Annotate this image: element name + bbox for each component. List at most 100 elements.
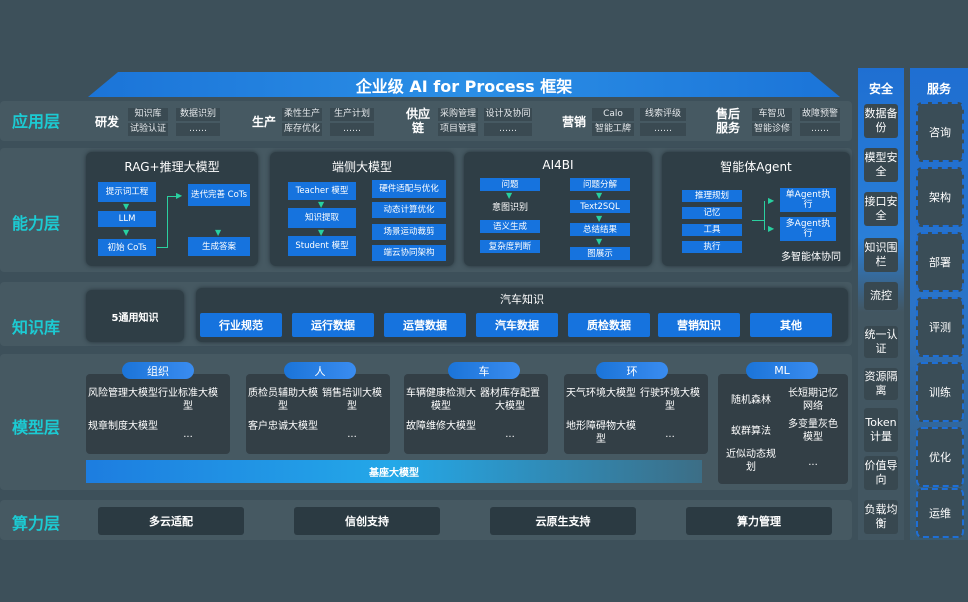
knowledge-item[interactable]: 运行数据 bbox=[292, 313, 374, 337]
arrow-down-icon: ▼ bbox=[506, 191, 513, 200]
edge-knowledge-extraction: 知识提取 bbox=[288, 208, 356, 228]
app-tag[interactable]: 采购管理 bbox=[438, 108, 478, 121]
layer-label-model: 模型层 bbox=[12, 418, 61, 437]
app-tag[interactable]: 故障预警 bbox=[800, 108, 840, 121]
knowledge-item[interactable]: 营销知识 bbox=[658, 313, 740, 337]
rag-prompt-engineering: 提示词工程 bbox=[98, 182, 156, 202]
security-item: 模型安全 bbox=[864, 148, 898, 182]
connector-line bbox=[167, 196, 179, 197]
agent-footer: 多智能体协同 bbox=[781, 252, 841, 263]
model-group-pill: 人 bbox=[284, 362, 356, 379]
edge-model-title: 端侧大模型 bbox=[331, 160, 392, 174]
arrow-down-icon: ▼ bbox=[318, 228, 325, 237]
model-group-pill: ML bbox=[746, 362, 818, 379]
security-item: 负载均衡 bbox=[864, 500, 898, 534]
ai4bi-question: 问题 bbox=[480, 178, 540, 191]
model-item: 天气环境大模型 bbox=[566, 388, 636, 399]
ai4bi-chart: 图展示 bbox=[570, 247, 630, 260]
security-item: 价值导向 bbox=[864, 456, 898, 490]
model-item: 行驶环境大模型 bbox=[640, 388, 700, 412]
model-item: ... bbox=[347, 429, 357, 440]
model-group-vehicle bbox=[404, 374, 548, 454]
app-tag[interactable]: 车智见 bbox=[752, 108, 792, 121]
connector-line bbox=[752, 220, 764, 221]
app-tag[interactable]: 线索评级 bbox=[640, 108, 686, 121]
model-group-people bbox=[246, 374, 390, 454]
arrow-down-icon: ▼ bbox=[215, 228, 222, 237]
app-tag[interactable]: 生产计划 bbox=[330, 108, 374, 121]
model-item: 故障维修大模型 bbox=[406, 421, 476, 432]
model-item: 质检员辅助大模型 bbox=[248, 388, 318, 412]
knowledge-item[interactable]: 质检数据 bbox=[568, 313, 650, 337]
compute-item: 算力管理 bbox=[686, 507, 832, 535]
ai4bi-decompose: 问题分解 bbox=[570, 178, 630, 191]
model-item: 器材库存配置大模型 bbox=[480, 388, 540, 412]
app-tag[interactable]: 项目管理 bbox=[438, 123, 478, 136]
arrow-down-icon: ▼ bbox=[596, 214, 603, 223]
app-category-supply-chain: 供应链 bbox=[405, 107, 430, 135]
service-item: 咨询 bbox=[916, 102, 964, 162]
app-tag[interactable]: 智能工牌 bbox=[592, 123, 634, 136]
layer-label-app: 应用层 bbox=[12, 112, 61, 131]
app-tag[interactable]: 知识库 bbox=[128, 108, 168, 121]
layer-label-capability: 能力层 bbox=[12, 214, 61, 233]
app-category-after-sales: 售后服务 bbox=[715, 107, 740, 135]
model-item: 风险管理大模型 bbox=[88, 388, 158, 399]
model-item: 车辆健康检测大模型 bbox=[406, 388, 476, 412]
app-tag[interactable]: Calo bbox=[592, 108, 634, 121]
agent-memory: 记忆 bbox=[682, 207, 742, 219]
model-item: ... bbox=[183, 429, 193, 440]
model-item: 长短期记忆网络 bbox=[788, 388, 838, 412]
service-item: 评测 bbox=[916, 297, 964, 357]
general-knowledge: 5通用知识 bbox=[111, 312, 159, 324]
rag-iterative-cots: 迭代完善 CoTs bbox=[188, 184, 250, 206]
ai4bi-complexity: 复杂度判断 bbox=[480, 240, 540, 253]
service-item: 优化 bbox=[916, 427, 964, 487]
edge-scene-pruning: 场景运动裁剪 bbox=[372, 224, 446, 240]
knowledge-item[interactable]: 其他 bbox=[750, 313, 832, 337]
edge-student-model: Student 模型 bbox=[288, 236, 356, 256]
rag-initial-cots: 初始 CoTs bbox=[98, 239, 156, 256]
agent-tools: 工具 bbox=[682, 224, 742, 236]
compute-item: 信创支持 bbox=[294, 507, 440, 535]
model-item: 规章制度大模型 bbox=[88, 421, 158, 432]
app-category-marketing: 营销 bbox=[561, 115, 586, 129]
service-item: 架构 bbox=[916, 167, 964, 227]
app-tag[interactable]: 设计及协同 bbox=[484, 108, 532, 121]
compute-item: 云原生支持 bbox=[490, 507, 636, 535]
service-item: 运维 bbox=[916, 488, 964, 538]
app-tag[interactable]: 智能诊修 bbox=[752, 123, 792, 136]
arrow-down-icon: ▼ bbox=[596, 237, 603, 246]
agent-title: 智能体Agent bbox=[720, 160, 792, 174]
base-model-bar: 基座大模型 bbox=[86, 460, 702, 483]
model-group-org bbox=[86, 374, 230, 454]
knowledge-item[interactable]: 运营数据 bbox=[384, 313, 466, 337]
app-tag[interactable]: …… bbox=[330, 123, 374, 136]
knowledge-item[interactable]: 行业规范 bbox=[200, 313, 282, 337]
model-item: 蚁群算法 bbox=[731, 426, 771, 437]
app-tag[interactable]: …… bbox=[800, 123, 840, 136]
app-tag[interactable]: 数据识别 bbox=[176, 108, 220, 121]
agent-execute: 执行 bbox=[682, 241, 742, 253]
app-tag[interactable]: …… bbox=[484, 123, 532, 136]
app-category-production: 生产 bbox=[251, 115, 276, 129]
app-tag[interactable]: 柔性生产 bbox=[282, 108, 322, 121]
service-item: 部署 bbox=[916, 232, 964, 292]
ai4bi-intent: 意图识别 bbox=[491, 203, 528, 213]
layer-label-compute: 算力层 bbox=[12, 514, 61, 533]
security-item: 接口安全 bbox=[864, 192, 898, 226]
model-group-environment bbox=[564, 374, 708, 454]
rag-title: RAG+推理大模型 bbox=[124, 160, 220, 174]
service-item: 训练 bbox=[916, 362, 964, 422]
app-tag[interactable]: 库存优化 bbox=[282, 123, 322, 136]
model-group-pill: 环 bbox=[596, 362, 668, 379]
framework-title-banner: 企业级 AI for Process 框架 bbox=[88, 72, 840, 97]
app-tag[interactable]: …… bbox=[176, 123, 220, 136]
app-tag[interactable]: 试验认证 bbox=[128, 123, 168, 136]
app-tag[interactable]: …… bbox=[640, 123, 686, 136]
arrow-down-icon: ▼ bbox=[318, 200, 325, 209]
ai4bi-title: AI4BI bbox=[542, 158, 574, 172]
connector-line bbox=[764, 201, 765, 230]
knowledge-item[interactable]: 汽车数据 bbox=[476, 313, 558, 337]
connector-line bbox=[157, 247, 167, 248]
